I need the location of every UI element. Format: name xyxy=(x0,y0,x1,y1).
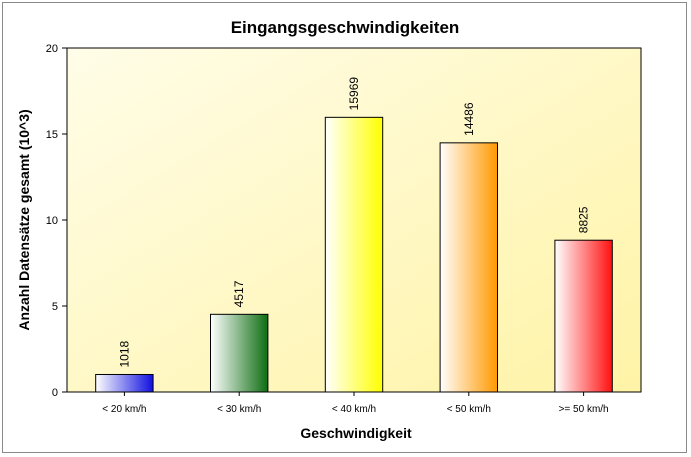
x-tick-label: >= 50 km/h xyxy=(559,404,609,415)
bar xyxy=(210,313,269,393)
x-tick-label: < 50 km/h xyxy=(447,404,491,415)
y-tick-label: 0 xyxy=(52,387,58,399)
x-tick-label: < 40 km/h xyxy=(332,404,376,415)
bar-data-label: 4517 xyxy=(232,280,246,307)
y-axis: 0 5 10 15 20 xyxy=(46,43,67,399)
x-tick-label: < 20 km/h xyxy=(102,404,146,415)
bar xyxy=(95,373,154,393)
y-tick-label: 10 xyxy=(46,215,58,227)
y-tick-label: 5 xyxy=(52,301,58,313)
y-tick-label: 20 xyxy=(46,43,58,55)
bar-data-label: 15969 xyxy=(347,77,361,111)
bars: 1018 4517 15969 14486 8825 xyxy=(95,77,613,393)
y-axis-label: Anzahl Datensätze gesamt (10^3) xyxy=(16,109,32,330)
x-tick-label: < 30 km/h xyxy=(217,404,261,415)
y-tick-label: 15 xyxy=(46,129,58,141)
bar xyxy=(439,142,499,393)
bar-data-label: 1018 xyxy=(117,340,131,367)
x-axis: < 20 km/h < 30 km/h < 40 km/h < 50 km/h >= 5… xyxy=(102,392,609,415)
bar-data-label: 8825 xyxy=(577,206,591,233)
bar xyxy=(324,116,384,393)
x-axis-label: Geschwindigkeit xyxy=(300,425,412,441)
bar-data-label: 14486 xyxy=(462,102,476,136)
chart-title: Eingangsgeschwindigkeiten xyxy=(231,18,460,37)
bar xyxy=(554,239,613,393)
